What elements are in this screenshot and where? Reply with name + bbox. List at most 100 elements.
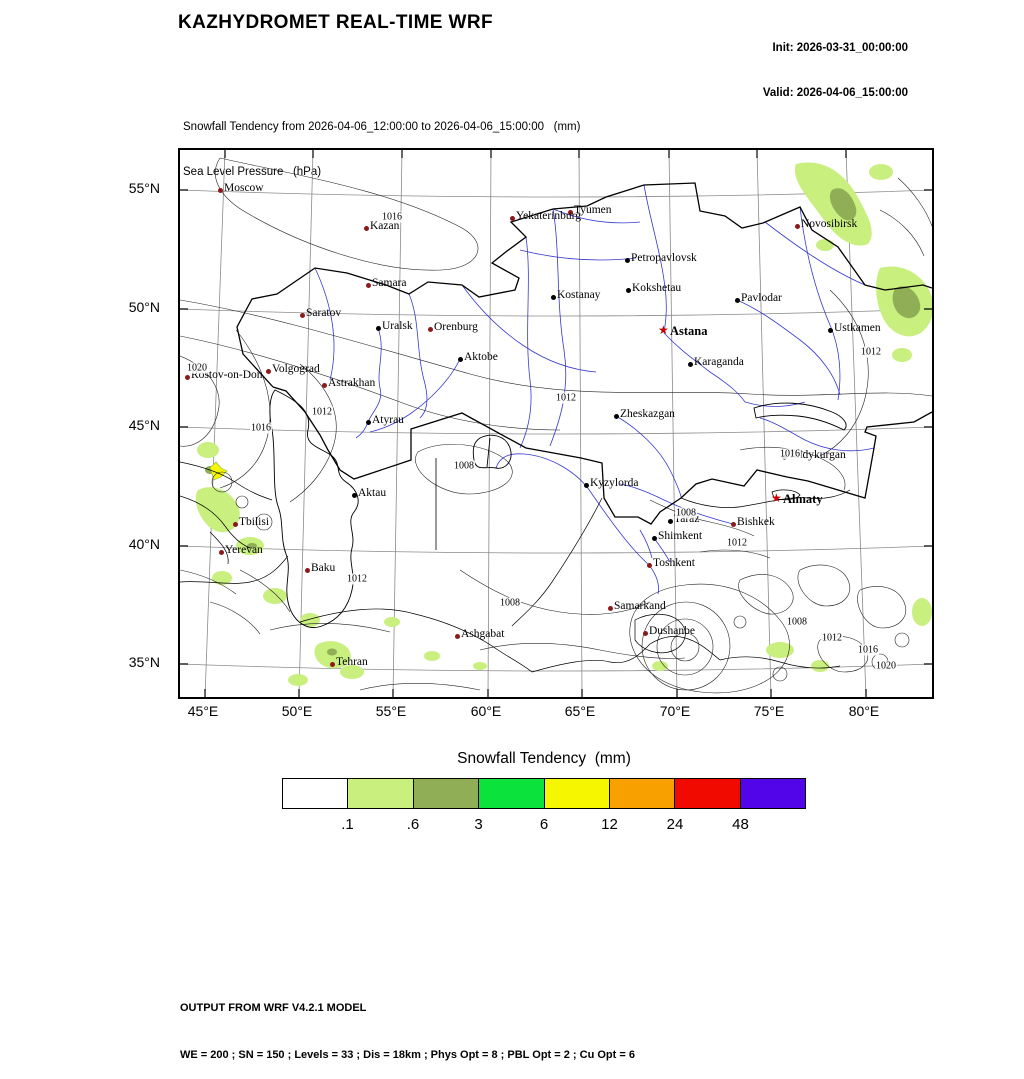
city-label: Kokshetau [632, 282, 682, 294]
city-label: Aktau [358, 487, 387, 499]
city-dot-icon [583, 482, 589, 488]
city-label: Saratov [306, 307, 342, 319]
city-dot-icon [730, 521, 736, 527]
city-dot-icon [329, 661, 335, 667]
city-dot-icon [642, 630, 648, 636]
colorbar-tick-label: .1 [341, 816, 354, 833]
city-dot-icon [651, 535, 657, 541]
colorbar-cell-5 [609, 779, 676, 808]
city-label: Dushanbe [649, 625, 695, 637]
colorbar-cell-0 [283, 779, 349, 808]
pressure-contour-label: 1016 [779, 448, 801, 460]
colorbar-cell-7 [740, 779, 805, 808]
pressure-contour-label: 1016 [857, 644, 879, 656]
city-label: Atyrau [372, 414, 404, 426]
city-label: Aktobe [464, 351, 498, 363]
lake-balkhash [753, 402, 847, 431]
map-graphic [180, 150, 932, 697]
aral-sea [472, 434, 512, 469]
pressure-contour-label: 1008 [453, 460, 475, 472]
colorbar-labels: .1 .6 3 6 12 24 48 [282, 816, 806, 836]
pressure-contour-label: 1020 [875, 660, 897, 672]
city-dot-icon [646, 562, 652, 568]
city-label: Yekaterinburg [516, 210, 582, 222]
city-dot-icon [232, 521, 238, 527]
city-dot-icon [550, 294, 556, 300]
lat-axis-label: 45°N [128, 417, 160, 433]
city-label: Taldykurgan [788, 449, 846, 461]
capital-star-icon: ★ [771, 491, 782, 505]
city-label: Zheskazgan [620, 408, 675, 420]
run-times: Init: 2026-03-31_00:00:00 Valid: 2026-04… [763, 11, 908, 116]
city-label: Kyzylorda [590, 477, 639, 489]
city-dot-icon [365, 282, 371, 288]
colorbar-cell-6 [675, 779, 741, 808]
city-label: Karaganda [694, 356, 744, 368]
city-dot-icon [607, 605, 613, 611]
lat-axis-label: 50°N [128, 299, 160, 315]
capital-star-icon: ★ [658, 323, 669, 337]
city-label: Pavlodar [741, 292, 782, 304]
city-dot-icon [827, 327, 833, 333]
city-dot-icon [625, 287, 631, 293]
map-frame: Moscow Kazan Tyumen Yekaterinburg Novosibirs… [178, 148, 934, 699]
city-label: Yerevan [225, 544, 263, 556]
lon-axis-label: 70°E [659, 703, 691, 719]
city-dot-icon [363, 225, 369, 231]
city-dot-icon [567, 209, 573, 215]
pressure-contour-label: 1016 [381, 211, 403, 223]
pressure-contour-label: 1020 [186, 362, 208, 374]
lat-axis-label: 55°N [128, 180, 160, 196]
city-dot-icon [184, 374, 190, 380]
city-label: Kostanay [557, 289, 601, 301]
city-label: Volgograd [272, 363, 320, 375]
city-dot-icon [265, 368, 271, 374]
lat-axis-label: 35°N [128, 654, 160, 670]
page-title: KAZHYDROMET REAL-TIME WRF [178, 12, 494, 33]
city-label: Tyumen [574, 204, 612, 216]
city-dot-icon [304, 567, 310, 573]
pressure-contour-label: 1012 [346, 573, 368, 585]
city-dot-icon [794, 223, 800, 229]
lake-issyk-kul [771, 489, 801, 501]
city-dot-icon [321, 382, 327, 388]
footer: OUTPUT FROM WRF V4.2.1 MODEL WE = 200 ; … [180, 970, 635, 1079]
colorbar [282, 778, 806, 809]
footer-line-1: OUTPUT FROM WRF V4.2.1 MODEL [180, 1002, 367, 1014]
city-dot-icon [734, 297, 740, 303]
colorbar-tick-label: 3 [474, 816, 483, 833]
lon-axis-label: 55°E [375, 703, 407, 719]
caspian-sea [269, 389, 359, 628]
city-dot-icon [613, 413, 619, 419]
city-label: Baku [311, 562, 336, 574]
pressure-contour-label: 1012 [555, 392, 577, 404]
city-dot-icon [217, 187, 223, 193]
lon-axis-label: 65°E [564, 703, 596, 719]
valid-time: Valid: 2026-04-06_15:00:00 [762, 87, 908, 99]
city-dot-icon [365, 419, 371, 425]
city-label: Novosibirsk [801, 218, 858, 230]
city-dot-icon [454, 633, 460, 639]
city-label: Kazan [370, 220, 400, 232]
city-label: Astrakhan [328, 377, 376, 389]
city-label: Almaty [783, 492, 823, 506]
init-time: Init: 2026-03-31_00:00:00 [772, 42, 908, 54]
city-label: Toshkent [653, 557, 695, 569]
city-label: Petropavlovsk [631, 252, 697, 264]
city-label: Tbilisi [239, 516, 270, 528]
city-label: Shimkent [658, 530, 703, 542]
pressure-contour-label: 1016 [250, 422, 272, 434]
colorbar-tick-label: 6 [539, 816, 549, 833]
pressure-contour-label: 1012 [726, 537, 748, 549]
city-dot-icon [457, 356, 463, 362]
colorbar-cell-3 [479, 779, 545, 808]
city-label: Ustkamen [834, 322, 881, 334]
city-label: Ashgabat [461, 628, 505, 640]
colorbar-cell-1 [348, 779, 414, 808]
city-dot-icon [667, 518, 673, 524]
city-dot-icon [218, 549, 224, 555]
colorbar-tick-label: 12 [601, 816, 618, 833]
footer-line-2: WE = 200 ; SN = 150 ; Levels = 33 ; Dis … [180, 1048, 635, 1061]
city-dot-icon [624, 257, 630, 263]
lon-axis-label: 80°E [848, 703, 880, 719]
